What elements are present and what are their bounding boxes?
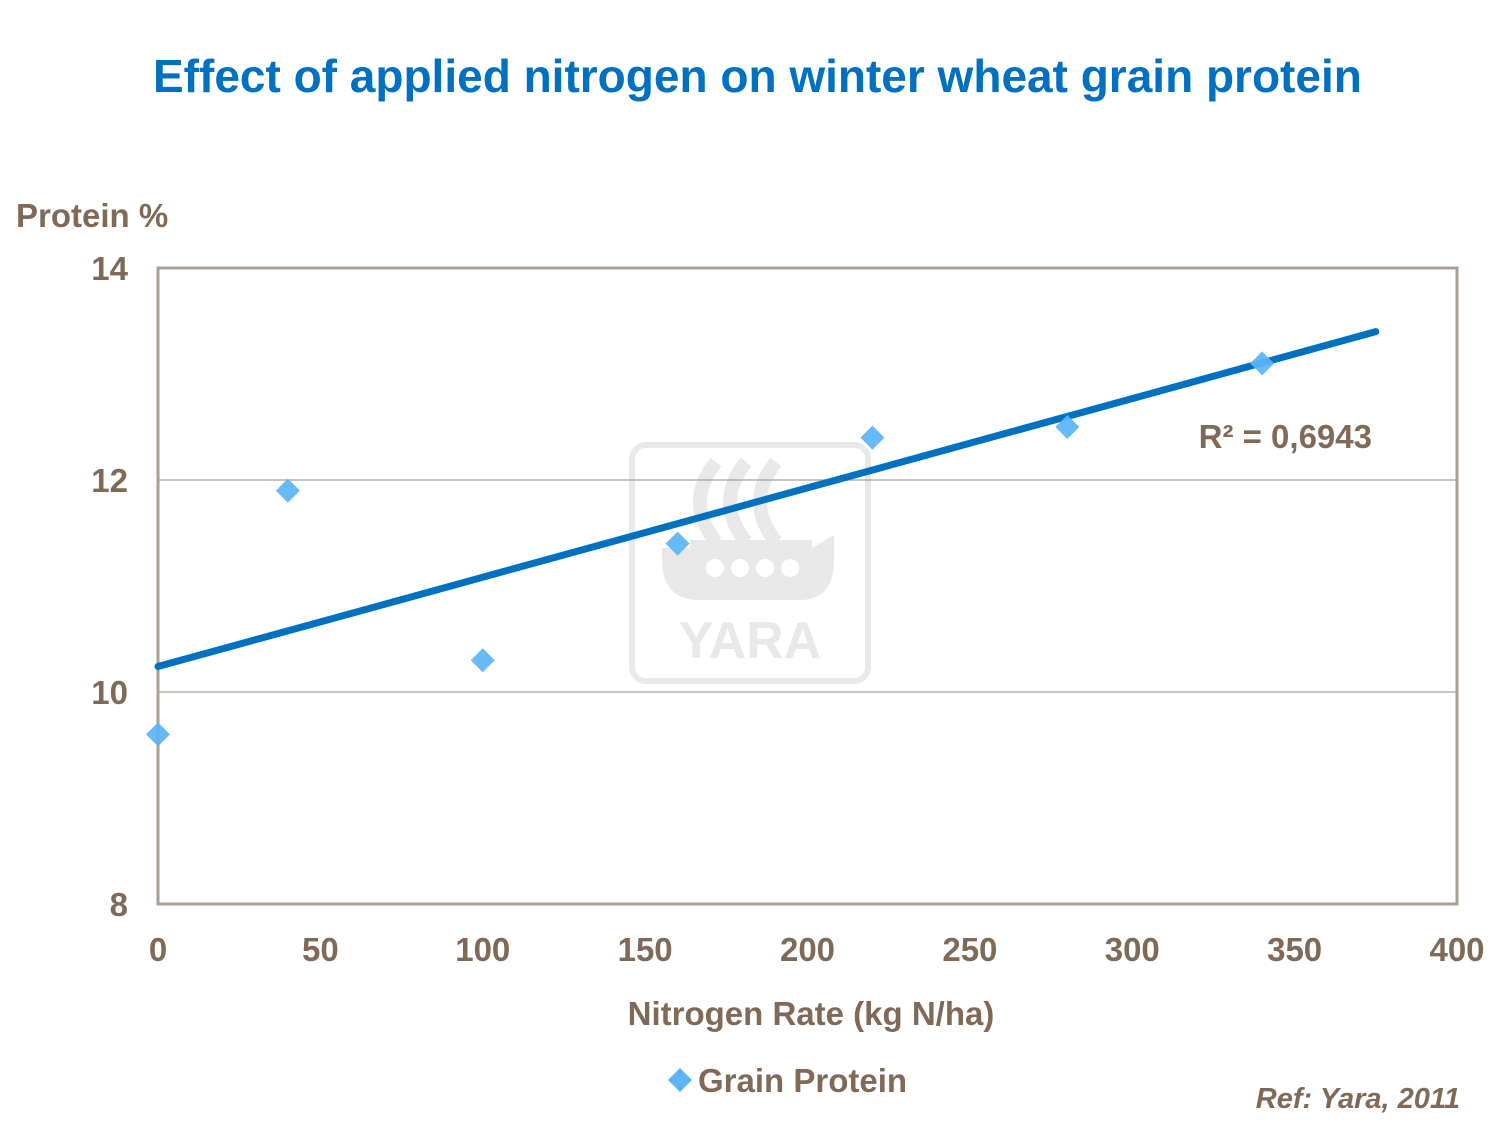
watermark-text: YARA	[679, 612, 822, 670]
y-axis-title: Protein %	[16, 197, 168, 234]
legend-label-grain-protein: Grain Protein	[698, 1062, 907, 1099]
gridlines	[158, 479, 1457, 693]
y-tick-label: 10	[91, 674, 128, 711]
x-tick-label: 150	[618, 931, 673, 968]
data-point	[860, 425, 885, 450]
data-point	[275, 478, 300, 503]
r-squared-label: R² = 0,6943	[1199, 418, 1372, 455]
x-tick-label: 250	[942, 931, 997, 968]
y-tick-label: 8	[110, 886, 128, 923]
legend-marker-diamond	[668, 1068, 692, 1092]
x-axis-ticks: 0 50 100 150 200 250 300 350 400	[149, 931, 1485, 968]
x-tick-label: 400	[1429, 931, 1484, 968]
data-points	[146, 351, 1275, 747]
data-point	[665, 531, 690, 556]
y-tick-label: 12	[91, 462, 128, 499]
data-point	[146, 722, 170, 747]
plot-area-border	[156, 266, 1459, 906]
linear-trendline	[154, 328, 1380, 671]
chart-title: Effect of applied nitrogen on winter whe…	[153, 50, 1362, 102]
yara-watermark-logo: YARA	[629, 442, 871, 684]
x-tick-label: 100	[455, 931, 510, 968]
y-tick-label: 14	[91, 250, 128, 287]
x-tick-label: 200	[780, 931, 835, 968]
x-tick-label: 0	[149, 931, 167, 968]
data-point	[1055, 415, 1080, 439]
reference-note: Ref: Yara, 2011	[1256, 1083, 1460, 1115]
x-axis-title: Nitrogen Rate (kg N/ha)	[628, 995, 995, 1032]
data-point	[1250, 351, 1275, 376]
legend: Grain Protein	[668, 1062, 907, 1099]
x-tick-label: 350	[1267, 931, 1322, 968]
data-point	[470, 648, 495, 673]
x-tick-label: 300	[1105, 931, 1160, 968]
x-tick-label: 50	[302, 931, 339, 968]
y-axis-ticks: 8 10 12 14	[91, 250, 128, 923]
